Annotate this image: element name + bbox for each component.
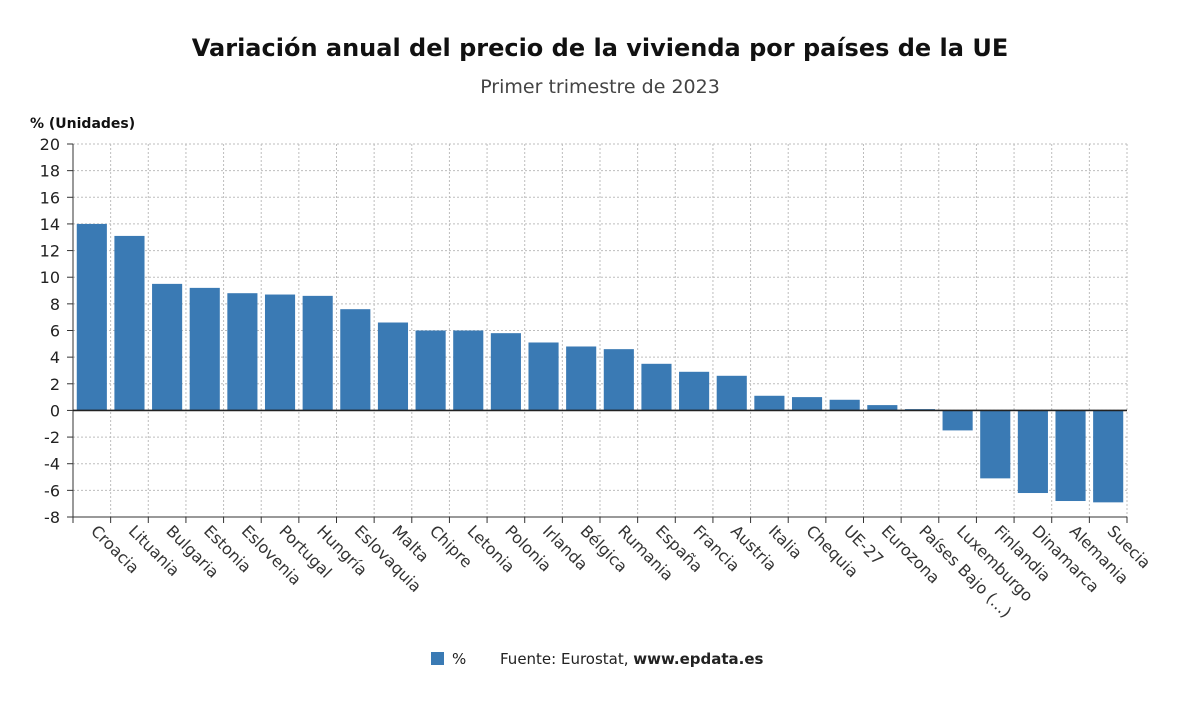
chart-subtitle: Primer trimestre de 2023 xyxy=(480,76,720,98)
bar-16 xyxy=(641,363,672,411)
source-prefix: Fuente: Eurostat, xyxy=(500,650,633,668)
bar-27 xyxy=(1055,410,1086,502)
bar-5 xyxy=(227,293,258,411)
y-tick-label: 6 xyxy=(50,322,60,341)
y-tick-label: -4 xyxy=(44,455,60,474)
chart-title: Variación anual del precio de la viviend… xyxy=(192,34,1008,62)
y-tick-label: 12 xyxy=(40,242,60,261)
bar-14 xyxy=(566,346,597,411)
bar-10 xyxy=(415,330,446,411)
y-tick-label: 8 xyxy=(50,295,60,314)
x-axis-ticks: CroaciaLituaniaBulgariaEstoniaEsloveniaP… xyxy=(87,521,1154,621)
bar-19 xyxy=(754,395,785,411)
bar-22 xyxy=(867,405,898,411)
bar-1 xyxy=(76,223,107,411)
legend: % xyxy=(431,650,466,668)
source-site: www.epdata.es xyxy=(633,650,763,668)
bar-17 xyxy=(679,371,710,411)
y-axis-label: % (Unidades) xyxy=(30,116,135,132)
y-tick-label: -6 xyxy=(44,481,60,500)
legend-label: % xyxy=(452,650,466,668)
bar-24 xyxy=(942,410,973,431)
bar-13 xyxy=(528,342,559,411)
y-tick-label: 4 xyxy=(50,348,60,367)
bar-12 xyxy=(490,333,521,411)
bar-28 xyxy=(1093,410,1124,503)
bar-8 xyxy=(340,309,371,411)
y-tick-label: 18 xyxy=(40,162,60,181)
bar-11 xyxy=(453,330,484,411)
bar-26 xyxy=(1017,410,1048,494)
y-tick-label: -2 xyxy=(44,428,60,447)
axes xyxy=(67,143,1128,523)
bar-9 xyxy=(377,322,409,411)
bar-4 xyxy=(189,287,220,411)
y-tick-label: 20 xyxy=(40,135,60,154)
bar-2 xyxy=(114,235,145,411)
y-tick-label: 16 xyxy=(40,188,60,207)
y-tick-label: 2 xyxy=(50,375,60,394)
bar-6 xyxy=(264,294,296,411)
source-note: Fuente: Eurostat, www.epdata.es xyxy=(500,650,764,668)
bar-3 xyxy=(152,283,183,411)
bar-15 xyxy=(603,349,634,411)
bar-20 xyxy=(791,397,823,411)
y-tick-label: 0 xyxy=(50,401,60,420)
bar-7 xyxy=(302,295,333,411)
y-tick-label: 10 xyxy=(40,268,60,287)
bar-18 xyxy=(716,375,747,411)
bar-25 xyxy=(980,410,1011,479)
bar-21 xyxy=(829,399,860,411)
legend-swatch xyxy=(431,652,444,665)
bars xyxy=(76,223,1124,503)
y-tick-label: 14 xyxy=(40,215,60,234)
y-tick-label: -8 xyxy=(44,508,60,527)
